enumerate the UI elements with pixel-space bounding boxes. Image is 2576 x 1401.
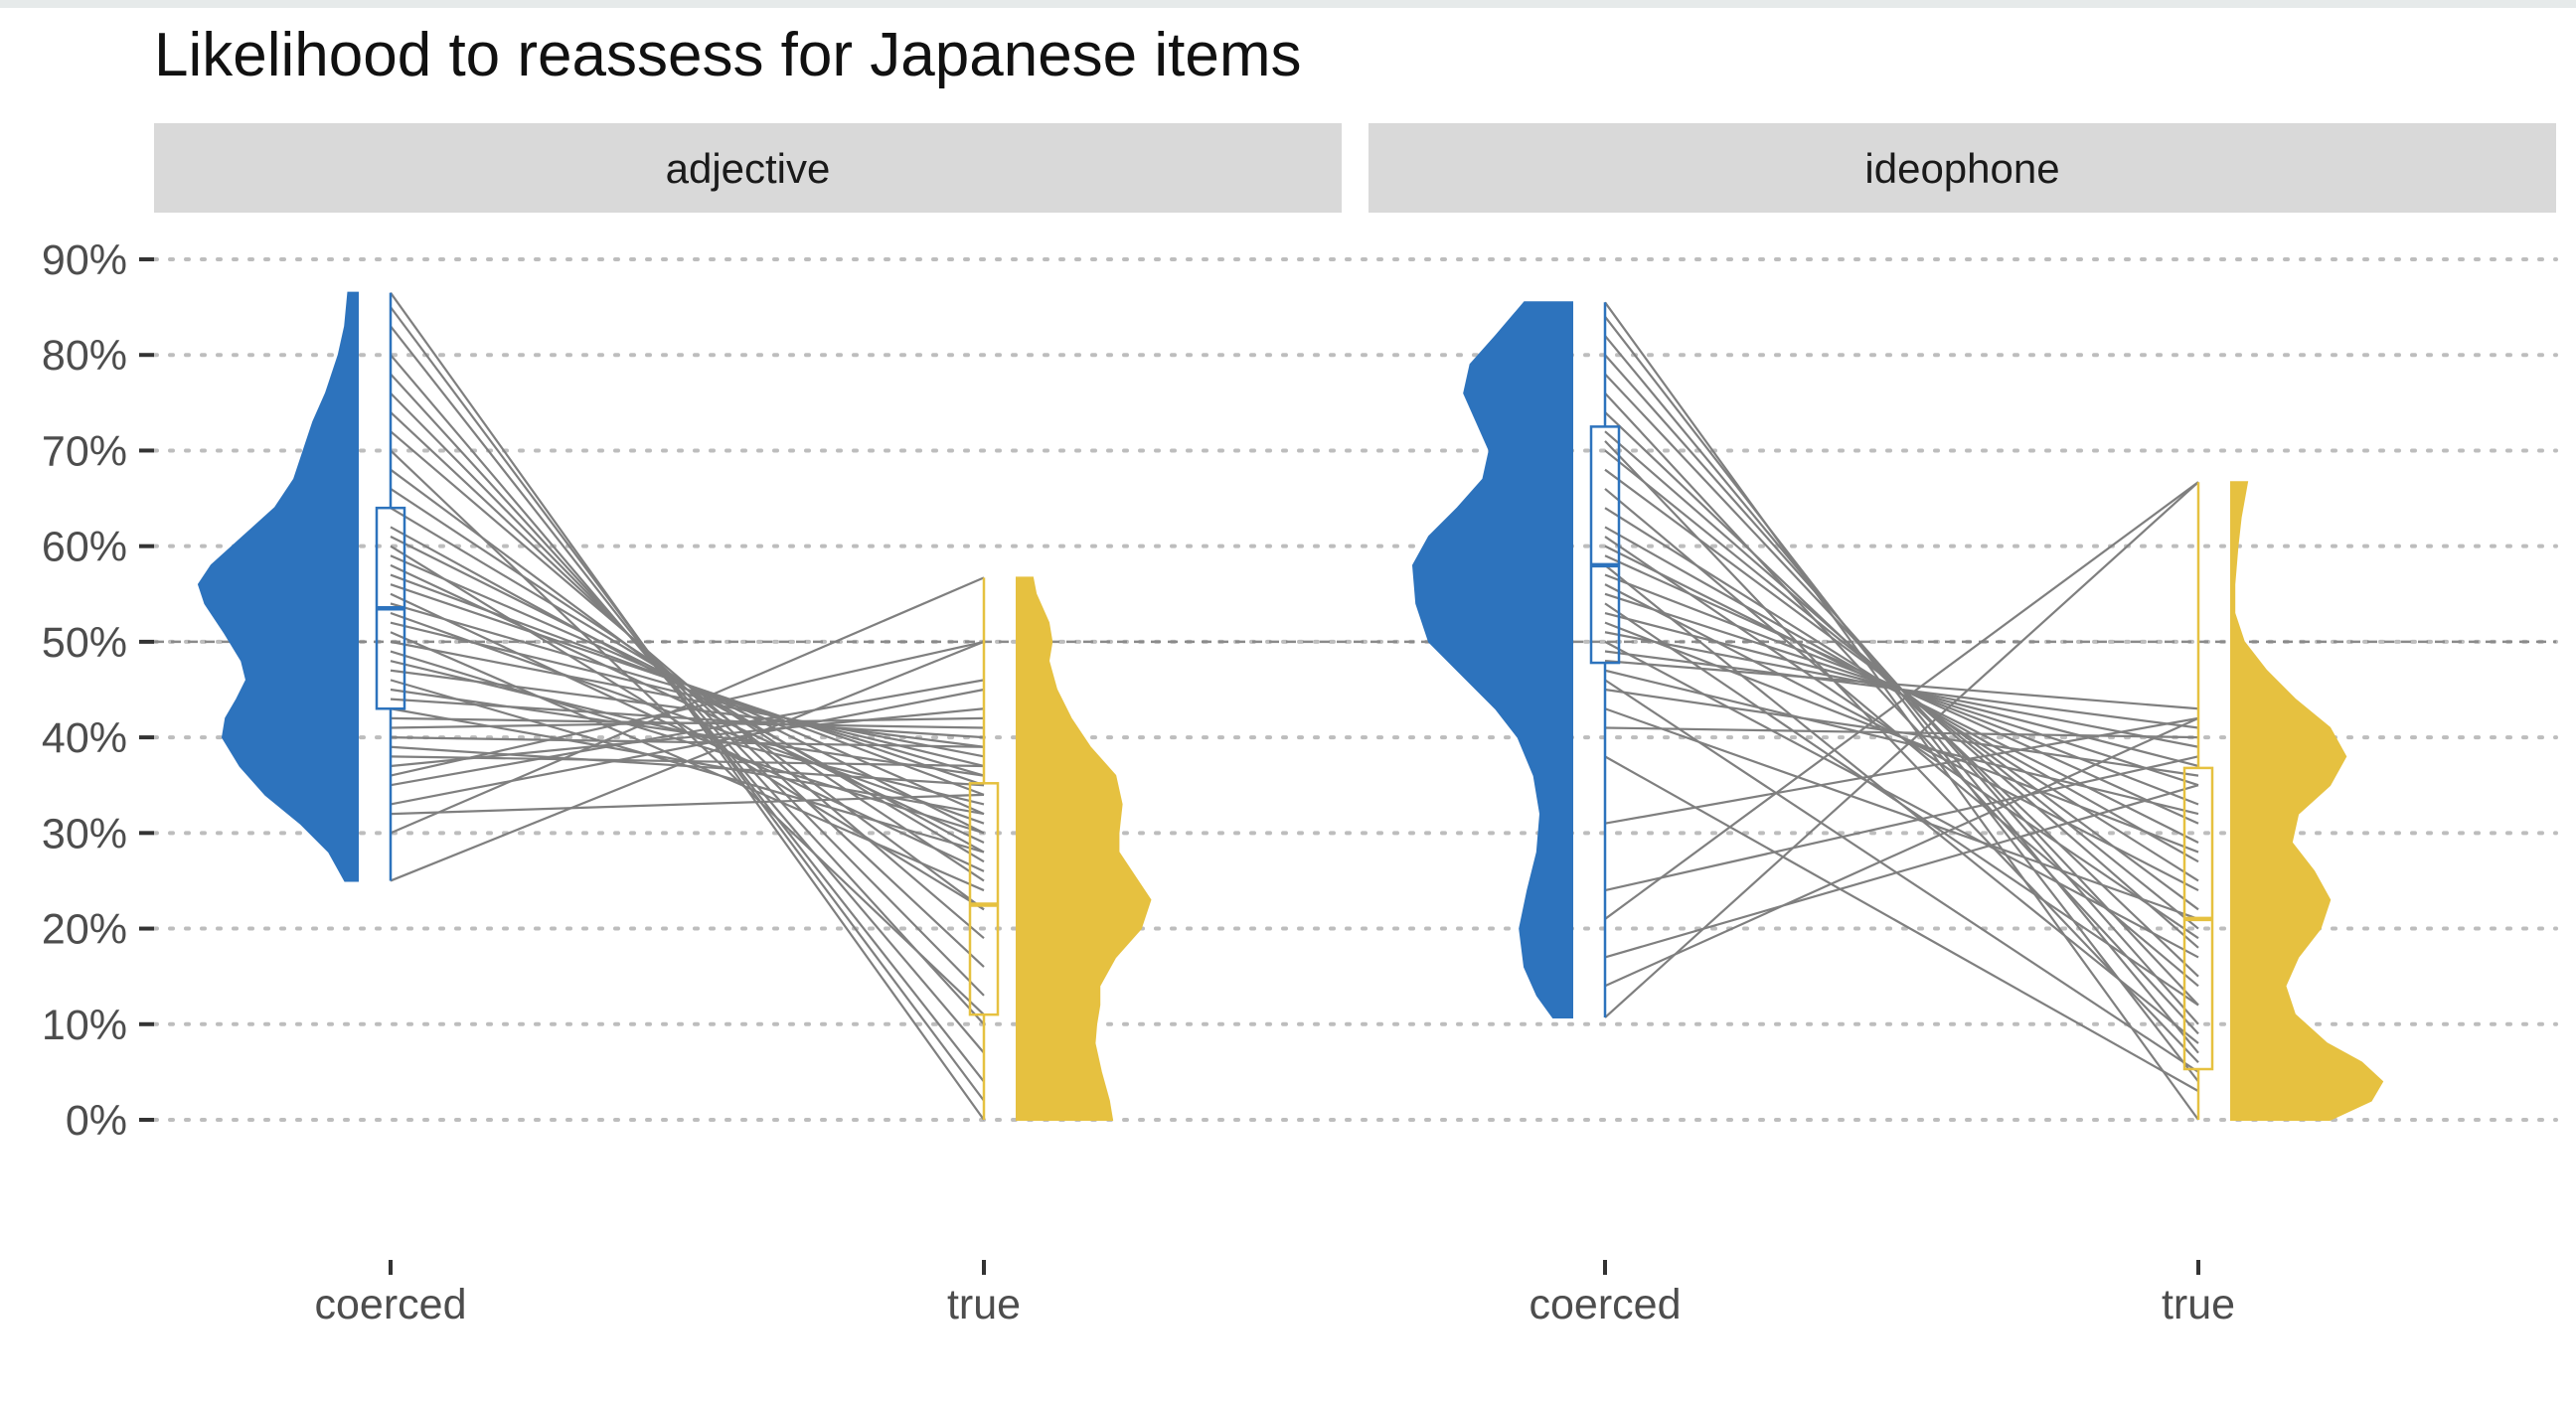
pair-line xyxy=(1604,650,2199,729)
pair-line xyxy=(390,736,985,748)
pair-line xyxy=(1604,602,2199,1007)
pair-line xyxy=(390,745,985,787)
pair-line xyxy=(390,698,985,739)
y-tick-label: 0% xyxy=(66,1097,127,1145)
y-tick-label: 30% xyxy=(42,810,127,857)
facet-label: adjective xyxy=(666,145,831,192)
density-true xyxy=(1016,576,1152,1121)
x-tick-label: true xyxy=(2162,1281,2235,1328)
pair-line xyxy=(1604,716,2199,988)
y-tick-label: 80% xyxy=(42,332,127,380)
box-iqr xyxy=(1589,425,1621,665)
y-tick-label: 10% xyxy=(42,1002,127,1049)
pair-line xyxy=(390,602,985,777)
facet-label: ideophone xyxy=(1864,145,2059,192)
pair-line xyxy=(390,545,985,911)
x-tick-label: coerced xyxy=(1530,1281,1682,1328)
density-coerced xyxy=(197,291,359,882)
y-tick-label: 20% xyxy=(42,906,127,954)
pair-line xyxy=(1604,545,2199,844)
pair-line xyxy=(390,576,985,835)
pair-line xyxy=(390,640,985,882)
pair-line xyxy=(1604,391,2199,1035)
facet-strip xyxy=(154,123,1342,213)
pair-line xyxy=(1604,316,2199,1083)
box-iqr xyxy=(968,782,1000,1016)
facet-strip xyxy=(1368,123,2556,213)
x-tick-label: coerced xyxy=(315,1281,467,1328)
pair-line xyxy=(1604,481,2199,920)
y-tick-label: 90% xyxy=(42,236,127,284)
top-border xyxy=(0,0,2576,8)
chart-title: Likelihood to reassess for Japanese item… xyxy=(154,21,1302,89)
pair-line xyxy=(1604,755,2199,892)
pair-line xyxy=(390,679,985,787)
pair-line xyxy=(390,640,985,758)
pair-line xyxy=(1604,707,2199,920)
pair-line xyxy=(390,621,985,768)
pair-line xyxy=(390,793,985,816)
y-tick-label: 50% xyxy=(42,619,127,667)
x-tick-label: true xyxy=(947,1281,1021,1328)
pair-line xyxy=(1604,679,2199,1073)
pair-line xyxy=(1604,440,2199,1064)
pair-line xyxy=(1604,660,2199,710)
y-tick-label: 40% xyxy=(42,714,127,762)
pair-line xyxy=(1604,481,2199,1018)
pair-line xyxy=(1604,716,2199,825)
pair-line xyxy=(390,707,985,768)
pair-line xyxy=(390,716,985,729)
pair-line xyxy=(1604,755,2199,1093)
density-coerced xyxy=(1411,301,1573,1019)
pair-line xyxy=(390,688,985,806)
y-tick-label: 70% xyxy=(42,427,127,475)
pair-line xyxy=(1604,301,2199,1121)
pair-line xyxy=(1604,669,2199,816)
y-tick-label: 60% xyxy=(42,524,127,571)
pair-line xyxy=(390,640,985,777)
pair-line xyxy=(390,583,985,787)
density-true xyxy=(2230,481,2384,1121)
